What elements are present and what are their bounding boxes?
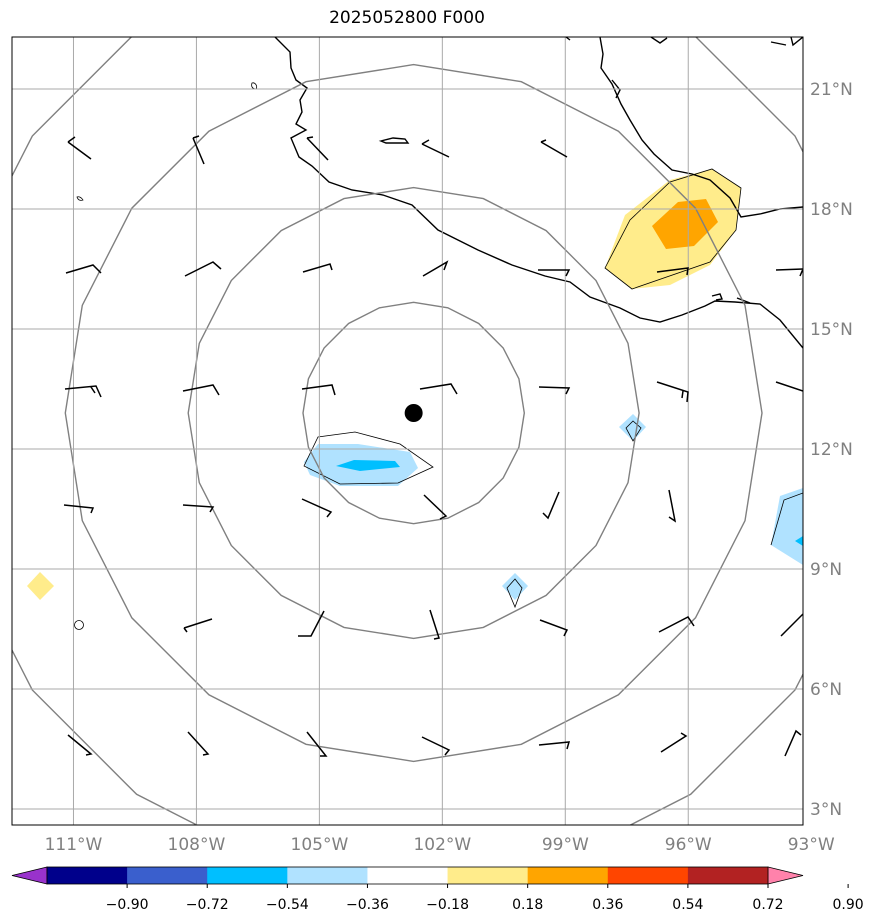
wind-barb [656, 267, 689, 276]
wind-barb [542, 491, 560, 520]
colorbar-segment [607, 867, 689, 884]
colorbar-frame [46, 866, 769, 885]
wind-barb [421, 139, 450, 158]
positive-anomaly-region-west [27, 572, 54, 600]
colorbar-segment [447, 867, 529, 884]
colorbar-label: −0.72 [186, 897, 229, 913]
latitude-label: 3°N [810, 800, 842, 820]
latitude-label: 12°N [810, 440, 853, 460]
longitude-label: 96°W [665, 835, 712, 855]
strong-negative-anomaly-edge [795, 536, 803, 546]
colorbar-segment [207, 867, 288, 884]
map-frame [11, 36, 804, 826]
latitude-label: 9°N [810, 560, 842, 580]
colorbar-label: 0.72 [752, 897, 783, 913]
longitude-labels: 111°W 108°W 105°W 102°W 99°W 96°W 93°W [45, 835, 835, 855]
longitude-label: 108°W [168, 835, 226, 855]
wind-barb [658, 616, 695, 633]
colorbar-label: 0.54 [672, 897, 703, 913]
colorbar-label: 0.18 [512, 897, 543, 913]
colorbar-segment [687, 867, 769, 884]
colorbar-label: −0.18 [426, 897, 469, 913]
negative-anomaly-region-edge [771, 488, 803, 565]
wind-barb [421, 736, 451, 756]
longitude-label: 93°W [788, 835, 835, 855]
colorbar-segment [287, 867, 368, 884]
strong-positive-anomaly-region [652, 199, 718, 249]
wind-barb [419, 383, 458, 395]
wind-barb [187, 731, 210, 756]
range-ring [302, 301, 526, 525]
range-ring [64, 63, 763, 763]
wind-barb [182, 384, 220, 396]
wind-barb [183, 618, 213, 633]
wind-barb [422, 260, 449, 277]
wind-barb [67, 734, 93, 756]
wind-barb [656, 381, 689, 403]
colorbar-segment [367, 867, 449, 884]
wind-barb [184, 261, 222, 277]
wind-barb [775, 268, 803, 277]
wind-barb [302, 263, 333, 273]
longitude-label: 102°W [413, 835, 471, 855]
lat-lon-grid [12, 37, 803, 825]
wind-barb [306, 731, 328, 757]
colorbar-segment [47, 867, 128, 884]
negative-anomaly-region-east [619, 414, 646, 441]
wind-barb [660, 732, 688, 753]
wind-barbs [63, 135, 803, 757]
longitude-label: 111°W [45, 835, 103, 855]
wind-barb [540, 139, 568, 158]
colorbar-label: 0.36 [592, 897, 623, 913]
wind-barb [538, 386, 571, 395]
filled-contours [27, 169, 803, 600]
range-rings [12, 37, 803, 825]
colorbar-extend-high [767, 866, 804, 885]
wind-barb [301, 384, 336, 396]
wind-barb [65, 264, 102, 274]
wind-barb [192, 135, 205, 165]
latitude-label: 6°N [810, 680, 842, 700]
range-ring [187, 186, 640, 640]
colorbar-label: −0.90 [106, 897, 149, 913]
wind-barb [539, 619, 569, 637]
map-title: 2025052800 F000 [329, 8, 485, 28]
wind-barb [306, 136, 329, 161]
latitude-label: 15°N [810, 320, 853, 340]
latitude-label: 21°N [810, 80, 853, 100]
negative-anomaly-region-south [502, 573, 528, 600]
colorbar-segment [527, 867, 609, 884]
wind-barb [63, 504, 95, 514]
contour-lines [74, 82, 803, 630]
wind-barb [429, 609, 440, 640]
wind-barb [67, 136, 92, 160]
wind-barb [298, 610, 325, 637]
wind-barb [784, 729, 802, 757]
colorbar-segment [127, 867, 208, 884]
colorbar: −0.90 −0.72 −0.54 −0.36 −0.18 0.18 0.36 0.54 0.7… [11, 866, 864, 913]
range-ring [12, 37, 803, 825]
longitude-label: 99°W [542, 835, 589, 855]
wind-barb [668, 489, 677, 523]
colorbar-extend-low [11, 866, 48, 885]
storm-center-marker [404, 404, 423, 422]
colorbar-label: −0.54 [266, 897, 309, 913]
wind-barb [775, 381, 803, 392]
strong-negative-anomaly-core [336, 460, 400, 471]
wind-barb [780, 613, 803, 637]
wind-barb [423, 494, 448, 520]
map-plot-area [12, 37, 803, 825]
latitude-labels: 21°N 18°N 15°N 12°N 9°N 6°N 3°N [810, 80, 853, 820]
wind-barb [538, 741, 571, 750]
coastline [274, 37, 803, 349]
colorbar-label: −0.36 [346, 897, 389, 913]
latitude-label: 18°N [810, 200, 853, 220]
colorbar-label: 0.90 [833, 897, 864, 913]
wind-barb [301, 498, 333, 518]
wind-barb [64, 385, 102, 398]
longitude-label: 105°W [291, 835, 349, 855]
wind-barb [182, 504, 215, 513]
wind-barb [538, 269, 571, 277]
